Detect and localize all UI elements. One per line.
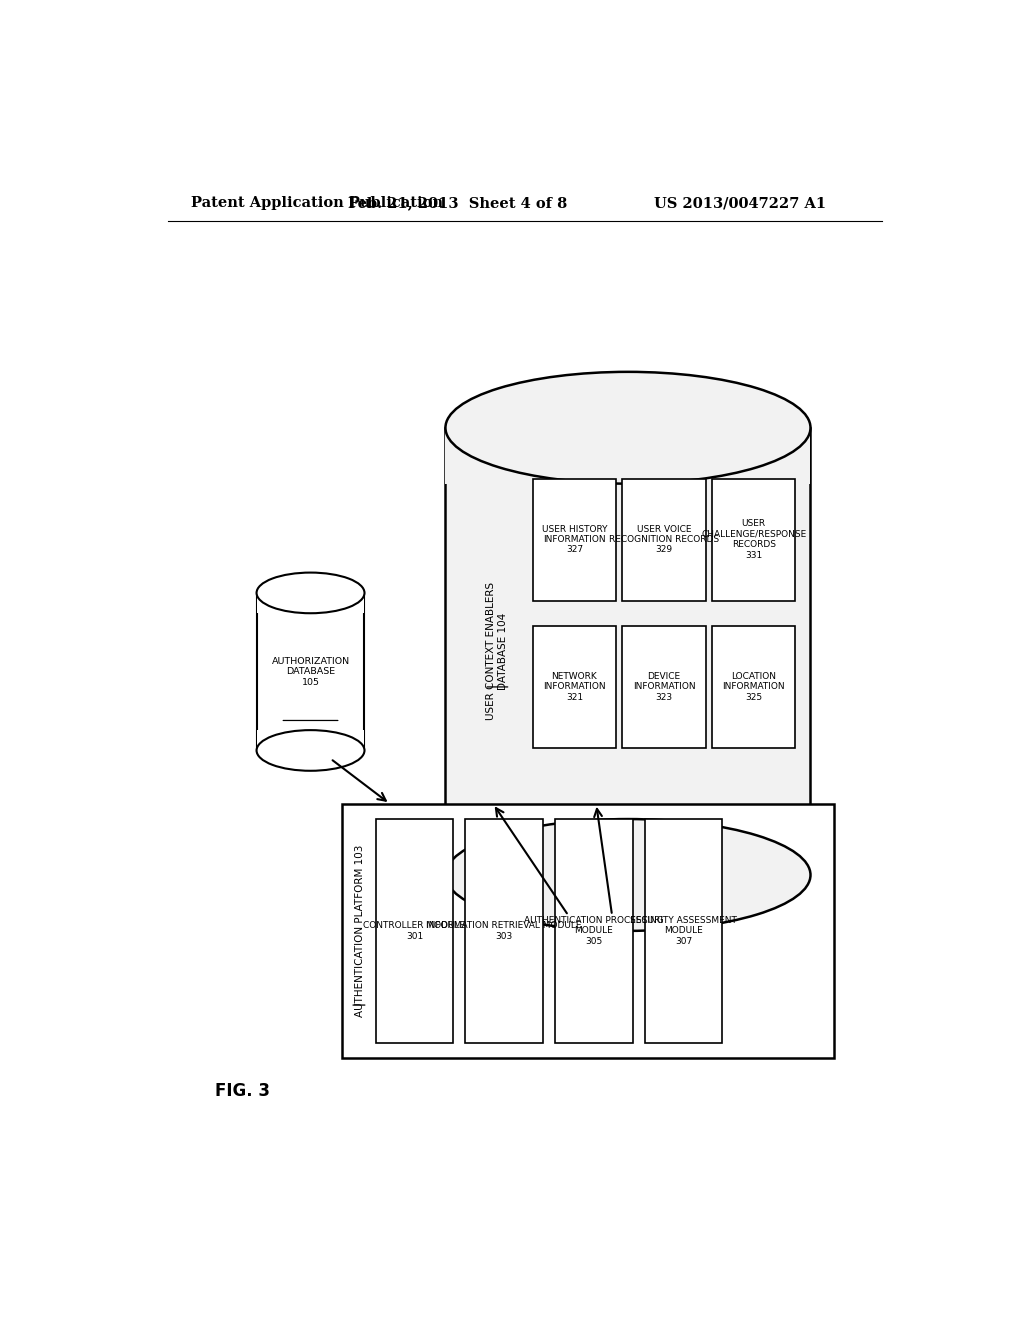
Bar bbox=[555, 818, 633, 1043]
Text: LOCATION
INFORMATION
325: LOCATION INFORMATION 325 bbox=[723, 672, 785, 702]
Text: INFORMATION RETRIEVAL MODULE
303: INFORMATION RETRIEVAL MODULE 303 bbox=[426, 921, 582, 941]
Ellipse shape bbox=[257, 730, 365, 771]
Text: USER
CHALLENGE/RESPONSE
RECORDS
331: USER CHALLENGE/RESPONSE RECORDS 331 bbox=[701, 520, 806, 560]
Text: CONTROLLER MODULE
301: CONTROLLER MODULE 301 bbox=[364, 921, 466, 941]
Text: USER HISTORY
INFORMATION
327: USER HISTORY INFORMATION 327 bbox=[542, 524, 607, 554]
Bar bbox=[376, 818, 454, 1043]
Ellipse shape bbox=[445, 818, 811, 931]
Bar bbox=[465, 818, 543, 1043]
Text: AUTHORIZATION
DATABASE
105: AUTHORIZATION DATABASE 105 bbox=[271, 657, 349, 686]
Bar bbox=[532, 479, 616, 601]
Bar bbox=[445, 428, 811, 483]
Text: NETWORK
INFORMATION
321: NETWORK INFORMATION 321 bbox=[543, 672, 606, 702]
Text: SECURITY ASSESSMENT
MODULE
307: SECURITY ASSESSMENT MODULE 307 bbox=[630, 916, 737, 945]
Bar bbox=[257, 593, 365, 614]
Text: Patent Application Publication: Patent Application Publication bbox=[191, 195, 443, 210]
Bar bbox=[257, 593, 365, 751]
Text: AUTHENTICATION PLATFORM 103: AUTHENTICATION PLATFORM 103 bbox=[354, 845, 365, 1016]
Bar bbox=[623, 479, 706, 601]
Bar bbox=[257, 730, 365, 751]
Bar bbox=[445, 428, 811, 875]
Bar bbox=[645, 818, 722, 1043]
Text: USER VOICE
RECOGNITION RECORDS
329: USER VOICE RECOGNITION RECORDS 329 bbox=[609, 524, 719, 554]
Bar bbox=[445, 818, 811, 875]
Text: US 2013/0047227 A1: US 2013/0047227 A1 bbox=[654, 195, 826, 210]
Bar bbox=[532, 626, 616, 748]
Ellipse shape bbox=[445, 372, 811, 483]
Bar bbox=[342, 804, 835, 1057]
Text: USER CONTEXT ENABLERS
DATABASE 104: USER CONTEXT ENABLERS DATABASE 104 bbox=[486, 582, 508, 721]
Text: Feb. 21, 2013  Sheet 4 of 8: Feb. 21, 2013 Sheet 4 of 8 bbox=[348, 195, 567, 210]
Bar bbox=[712, 479, 796, 601]
Bar bbox=[623, 626, 706, 748]
Ellipse shape bbox=[257, 573, 365, 614]
Bar bbox=[712, 626, 796, 748]
Text: AUTHENTICATION PROCESSING
MODULE
305: AUTHENTICATION PROCESSING MODULE 305 bbox=[524, 916, 664, 945]
Text: FIG. 3: FIG. 3 bbox=[215, 1082, 270, 1101]
Text: DEVICE
INFORMATION
323: DEVICE INFORMATION 323 bbox=[633, 672, 695, 702]
